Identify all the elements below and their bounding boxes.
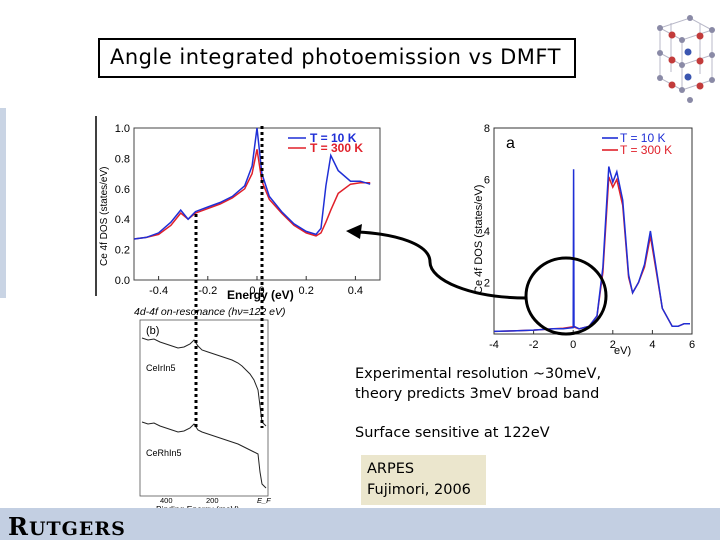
series-line-10k	[493, 166, 690, 333]
theory-dos-plot: Ce 4f DOS (states/eV) a T = 10 K T = 300…	[473, 123, 695, 357]
resonance-header: 4d-4f on-resonance (hν=122 eV)	[134, 306, 285, 318]
plot-frame	[493, 127, 693, 335]
y-tick-label: 6	[484, 175, 490, 187]
legend-300k: T = 300 K	[620, 143, 672, 157]
logo-initial: R	[8, 512, 29, 541]
y-axis-label: Ce 4f DOS (states/eV)	[99, 167, 110, 266]
y-tick-label: 0.0	[115, 275, 130, 287]
x-tick-label: 0.2	[299, 285, 314, 297]
x-tick-label: 4	[649, 339, 655, 351]
y-tick-label: 1.0	[115, 123, 130, 135]
highlight-circle	[524, 256, 608, 336]
x-axis-label: eV)	[614, 345, 631, 357]
y-tick-label: 0.8	[115, 153, 130, 165]
sample-label-cerhin5: CeRhIn5	[146, 448, 182, 458]
y-tick-label: 0.2	[115, 245, 130, 257]
plot-frame	[139, 319, 269, 497]
pointer-arrowhead	[346, 224, 362, 239]
y-tick-label: 2	[484, 278, 490, 290]
legend-10k: T = 10 K	[310, 131, 357, 145]
sample-label-ceirin5: CeIrIn5	[146, 363, 176, 373]
series-line-10k	[133, 127, 371, 240]
footer-bar: RUTGERS	[0, 508, 720, 541]
resolution-note: Experimental resolution ~30meV, theory p…	[355, 364, 601, 404]
citation-line2: Fujimori, 2006	[367, 482, 471, 498]
y-tick-label: 4	[484, 226, 490, 238]
tick-400: 400	[160, 496, 173, 505]
x-tick-label: 2	[610, 339, 616, 351]
surface-note: Surface sensitive at 122eV	[355, 425, 550, 441]
spectrum-cerhin5	[141, 421, 267, 489]
rutgers-logo: RUTGERS	[8, 512, 126, 541]
citation-box: ARPES Fujimori, 2006	[361, 455, 486, 505]
x-tick-label: 0	[570, 339, 576, 351]
y-tick-label: 0.6	[115, 184, 130, 196]
x-tick-label: 0.4	[348, 285, 363, 297]
spectrum-ceirin5	[141, 337, 267, 427]
x-tick-label: -0.4	[149, 285, 168, 297]
experimental-dos-plot: Ce 4f DOS (states/eV) 0.0 0.2 0.4 0.6 0.8 1.0…	[95, 116, 381, 302]
resolution-note-line2: theory predicts 3meV broad band	[355, 386, 600, 402]
pointer-arrow	[357, 230, 528, 300]
y-tick-label: 8	[484, 123, 490, 135]
logo-rest: UTGERS	[28, 518, 126, 540]
x-tick-label: -0.2	[198, 285, 217, 297]
resolution-note-line1: Experimental resolution ~30meV,	[355, 366, 602, 382]
legend-300k: T = 300 K	[310, 141, 363, 155]
legend-10k: T = 10 K	[620, 131, 665, 145]
panel-label-a: a	[506, 135, 515, 152]
series-line-300k	[133, 149, 371, 240]
panel-label-b: (b)	[146, 325, 159, 337]
tick-ef: E_F	[257, 496, 271, 505]
x-tick-label: -2	[529, 339, 539, 351]
x-tick-label: 6	[689, 339, 695, 351]
citation-line1: ARPES	[367, 461, 415, 477]
y-tick-label: 0.4	[115, 214, 130, 226]
slide-title: Angle integrated photoemission vs DMFT	[110, 45, 561, 69]
x-axis-label: Energy (eV)	[227, 288, 294, 302]
tick-200: 200	[206, 496, 219, 505]
left-accent-bar	[0, 108, 6, 298]
y-axis-label: Ce 4f DOS (states/eV)	[473, 185, 485, 294]
slide-title-box: Angle integrated photoemission vs DMFT	[98, 38, 576, 78]
crystal-structure-image	[657, 15, 715, 103]
x-tick-label: -4	[489, 339, 499, 351]
